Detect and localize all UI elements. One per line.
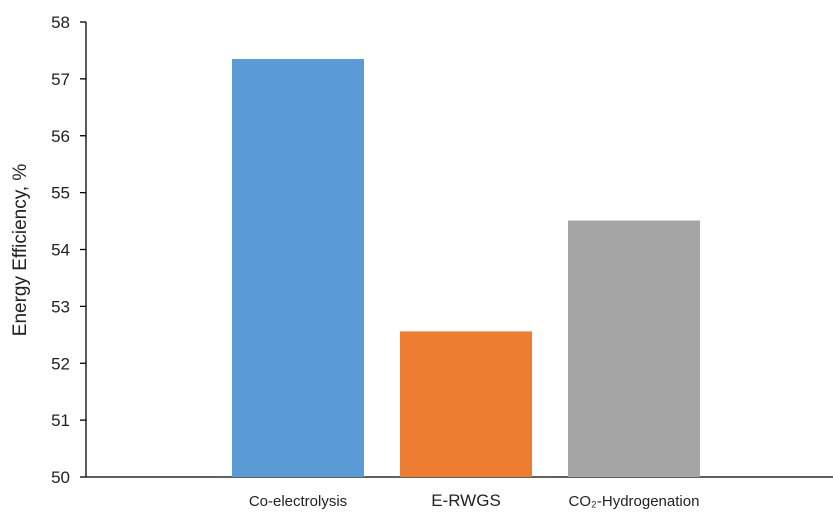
y-axis-title: Energy Efficiency, % bbox=[10, 164, 31, 337]
y-tick-label: 55 bbox=[51, 184, 70, 203]
bar-2 bbox=[400, 331, 532, 477]
y-tick-label: 52 bbox=[51, 354, 70, 373]
x-tick-label: CO₂-Hydrogenation bbox=[569, 493, 700, 510]
bar-3 bbox=[568, 220, 700, 477]
bar-1 bbox=[232, 59, 364, 477]
y-ticks: 50 51 52 53 54 55 56 57 58 bbox=[51, 13, 86, 487]
y-tick-label: 50 bbox=[51, 468, 70, 487]
y-tick-label: 51 bbox=[51, 411, 70, 430]
y-tick-label: 56 bbox=[51, 127, 70, 146]
y-tick-label: 54 bbox=[51, 241, 70, 260]
x-tick-labels: Co-electrolysis E-RWGS CO₂-Hydrogenation bbox=[249, 491, 700, 510]
x-tick-label: Co-electrolysis bbox=[249, 493, 347, 510]
bars bbox=[232, 59, 700, 477]
y-tick-label: 53 bbox=[51, 297, 70, 316]
x-tick-label: E-RWGS bbox=[431, 491, 501, 510]
y-tick-label: 57 bbox=[51, 70, 70, 89]
y-tick-label: 58 bbox=[51, 13, 70, 32]
